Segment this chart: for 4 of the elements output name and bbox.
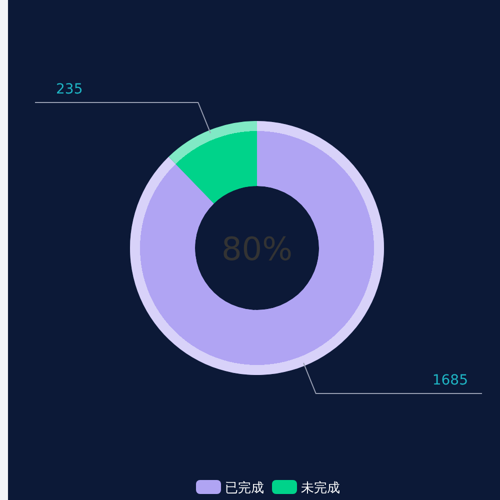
data-label: 235 [56,81,83,98]
legend-label: 已完成 [225,480,264,496]
data-label: 1685 [432,372,468,389]
legend-label: 未完成 [301,480,340,496]
